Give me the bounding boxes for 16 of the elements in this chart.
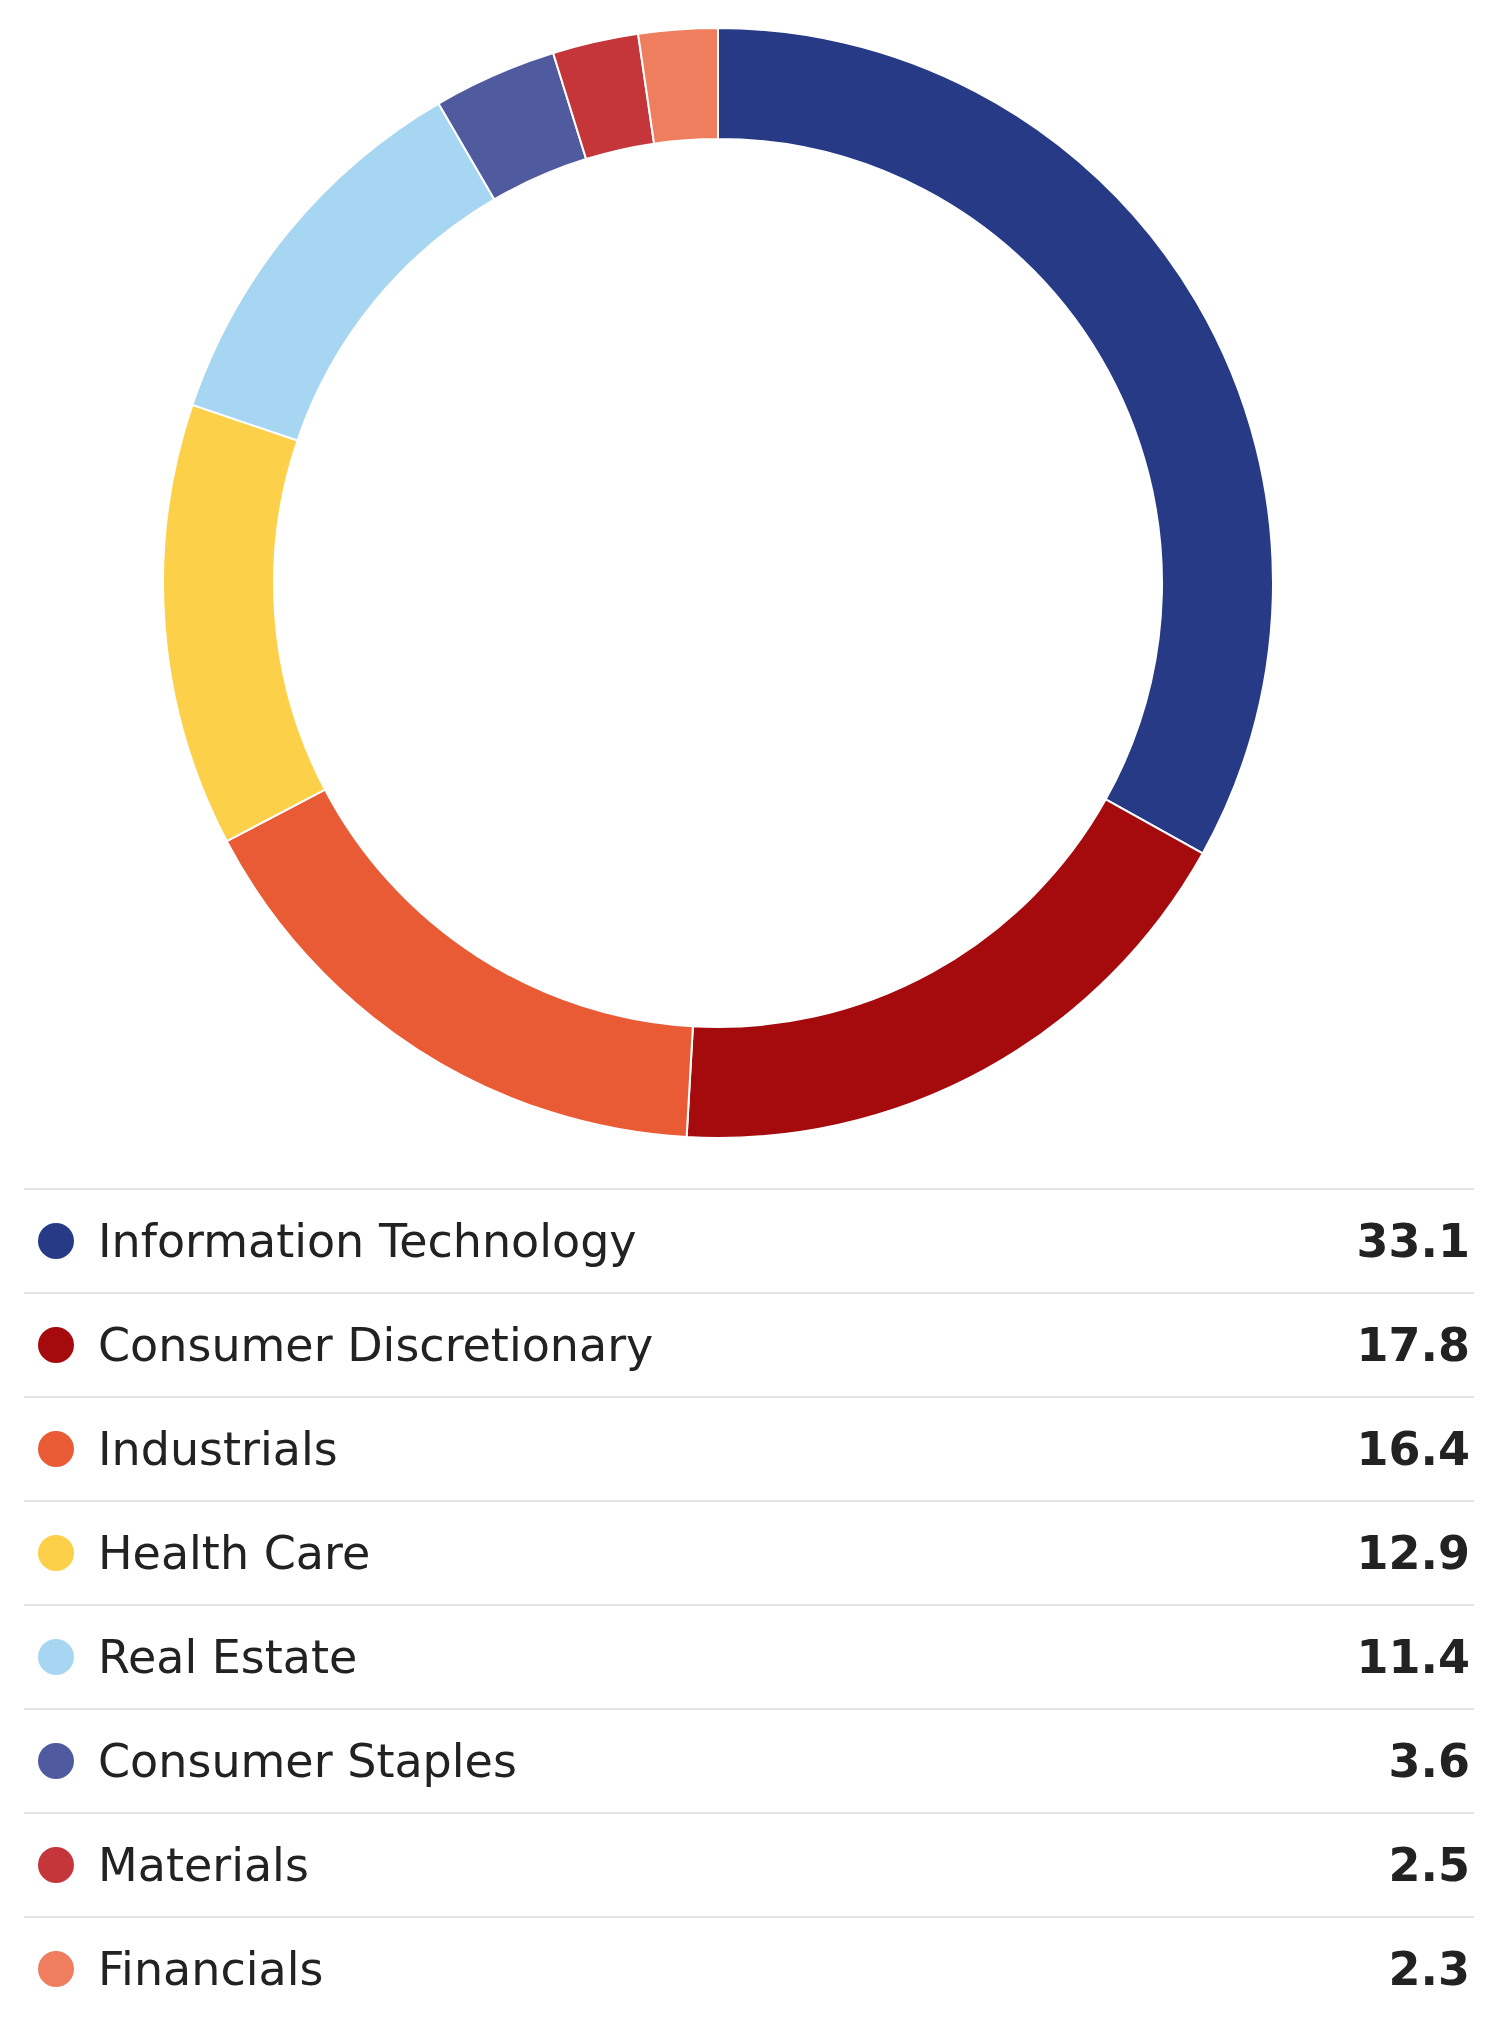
legend-label: Financials [98, 1942, 325, 1996]
data-label: 12.9 [1356, 1526, 1471, 1580]
data-label: 33.1 [1356, 1214, 1471, 1268]
legend-label: Materials [98, 1838, 310, 1892]
legend-label: Consumer Staples [98, 1734, 518, 1788]
legend-label: Real Estate [98, 1630, 359, 1684]
data-label: 17.8 [1356, 1318, 1471, 1372]
data-label: 3.6 [1388, 1734, 1471, 1788]
legend-label: Industrials [98, 1422, 339, 1476]
data-label: 11.4 [1356, 1630, 1471, 1684]
data-label: 2.3 [1388, 1942, 1471, 1996]
legend-label: Health Care [98, 1526, 372, 1580]
data-label: 16.4 [1356, 1422, 1471, 1476]
data-label: 2.5 [1388, 1838, 1471, 1892]
legend-label: Consumer Discretionary [98, 1318, 655, 1372]
legend-label: Information Technology [98, 1214, 638, 1268]
